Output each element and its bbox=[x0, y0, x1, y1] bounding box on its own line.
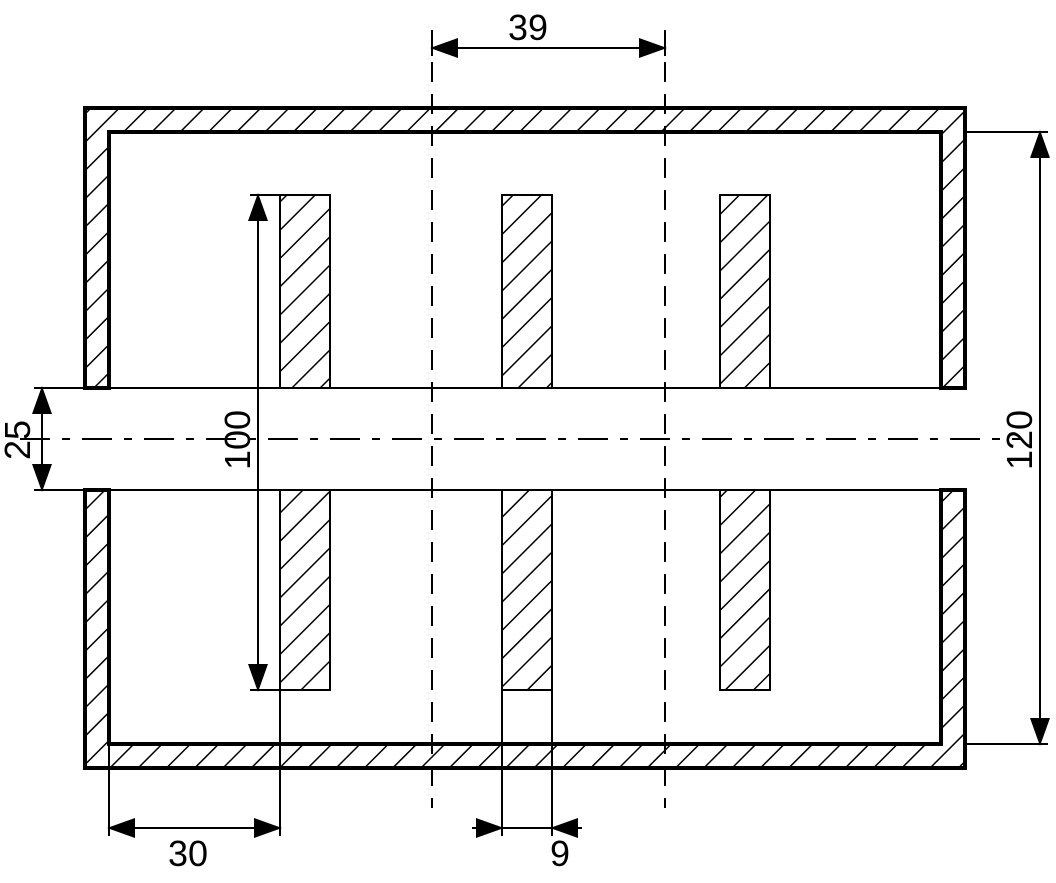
dim-30: 30 bbox=[109, 690, 280, 874]
rib-0-bottom bbox=[280, 490, 330, 690]
dim-25: 25 bbox=[0, 388, 85, 490]
dim-120-label: 120 bbox=[999, 410, 1040, 470]
dim-25-label: 25 bbox=[0, 420, 38, 460]
dim-30-label: 30 bbox=[168, 833, 208, 874]
centerlines bbox=[20, 30, 1020, 808]
dim-9: 9 bbox=[472, 820, 582, 874]
dim-39: 39 bbox=[432, 7, 665, 56]
dim-100-label: 100 bbox=[217, 410, 258, 470]
rib-2-top bbox=[720, 195, 770, 388]
rib-1-bottom bbox=[502, 490, 552, 690]
dim-39-label: 39 bbox=[508, 7, 548, 48]
dim-100: 100 bbox=[217, 195, 280, 690]
engineering-drawing: 39 25 120 100 30 9 bbox=[0, 0, 1056, 883]
rib-2-bottom bbox=[720, 490, 770, 690]
dim-9-label: 9 bbox=[550, 833, 570, 874]
rib-1-top bbox=[502, 195, 552, 388]
rib-0-top bbox=[280, 195, 330, 388]
